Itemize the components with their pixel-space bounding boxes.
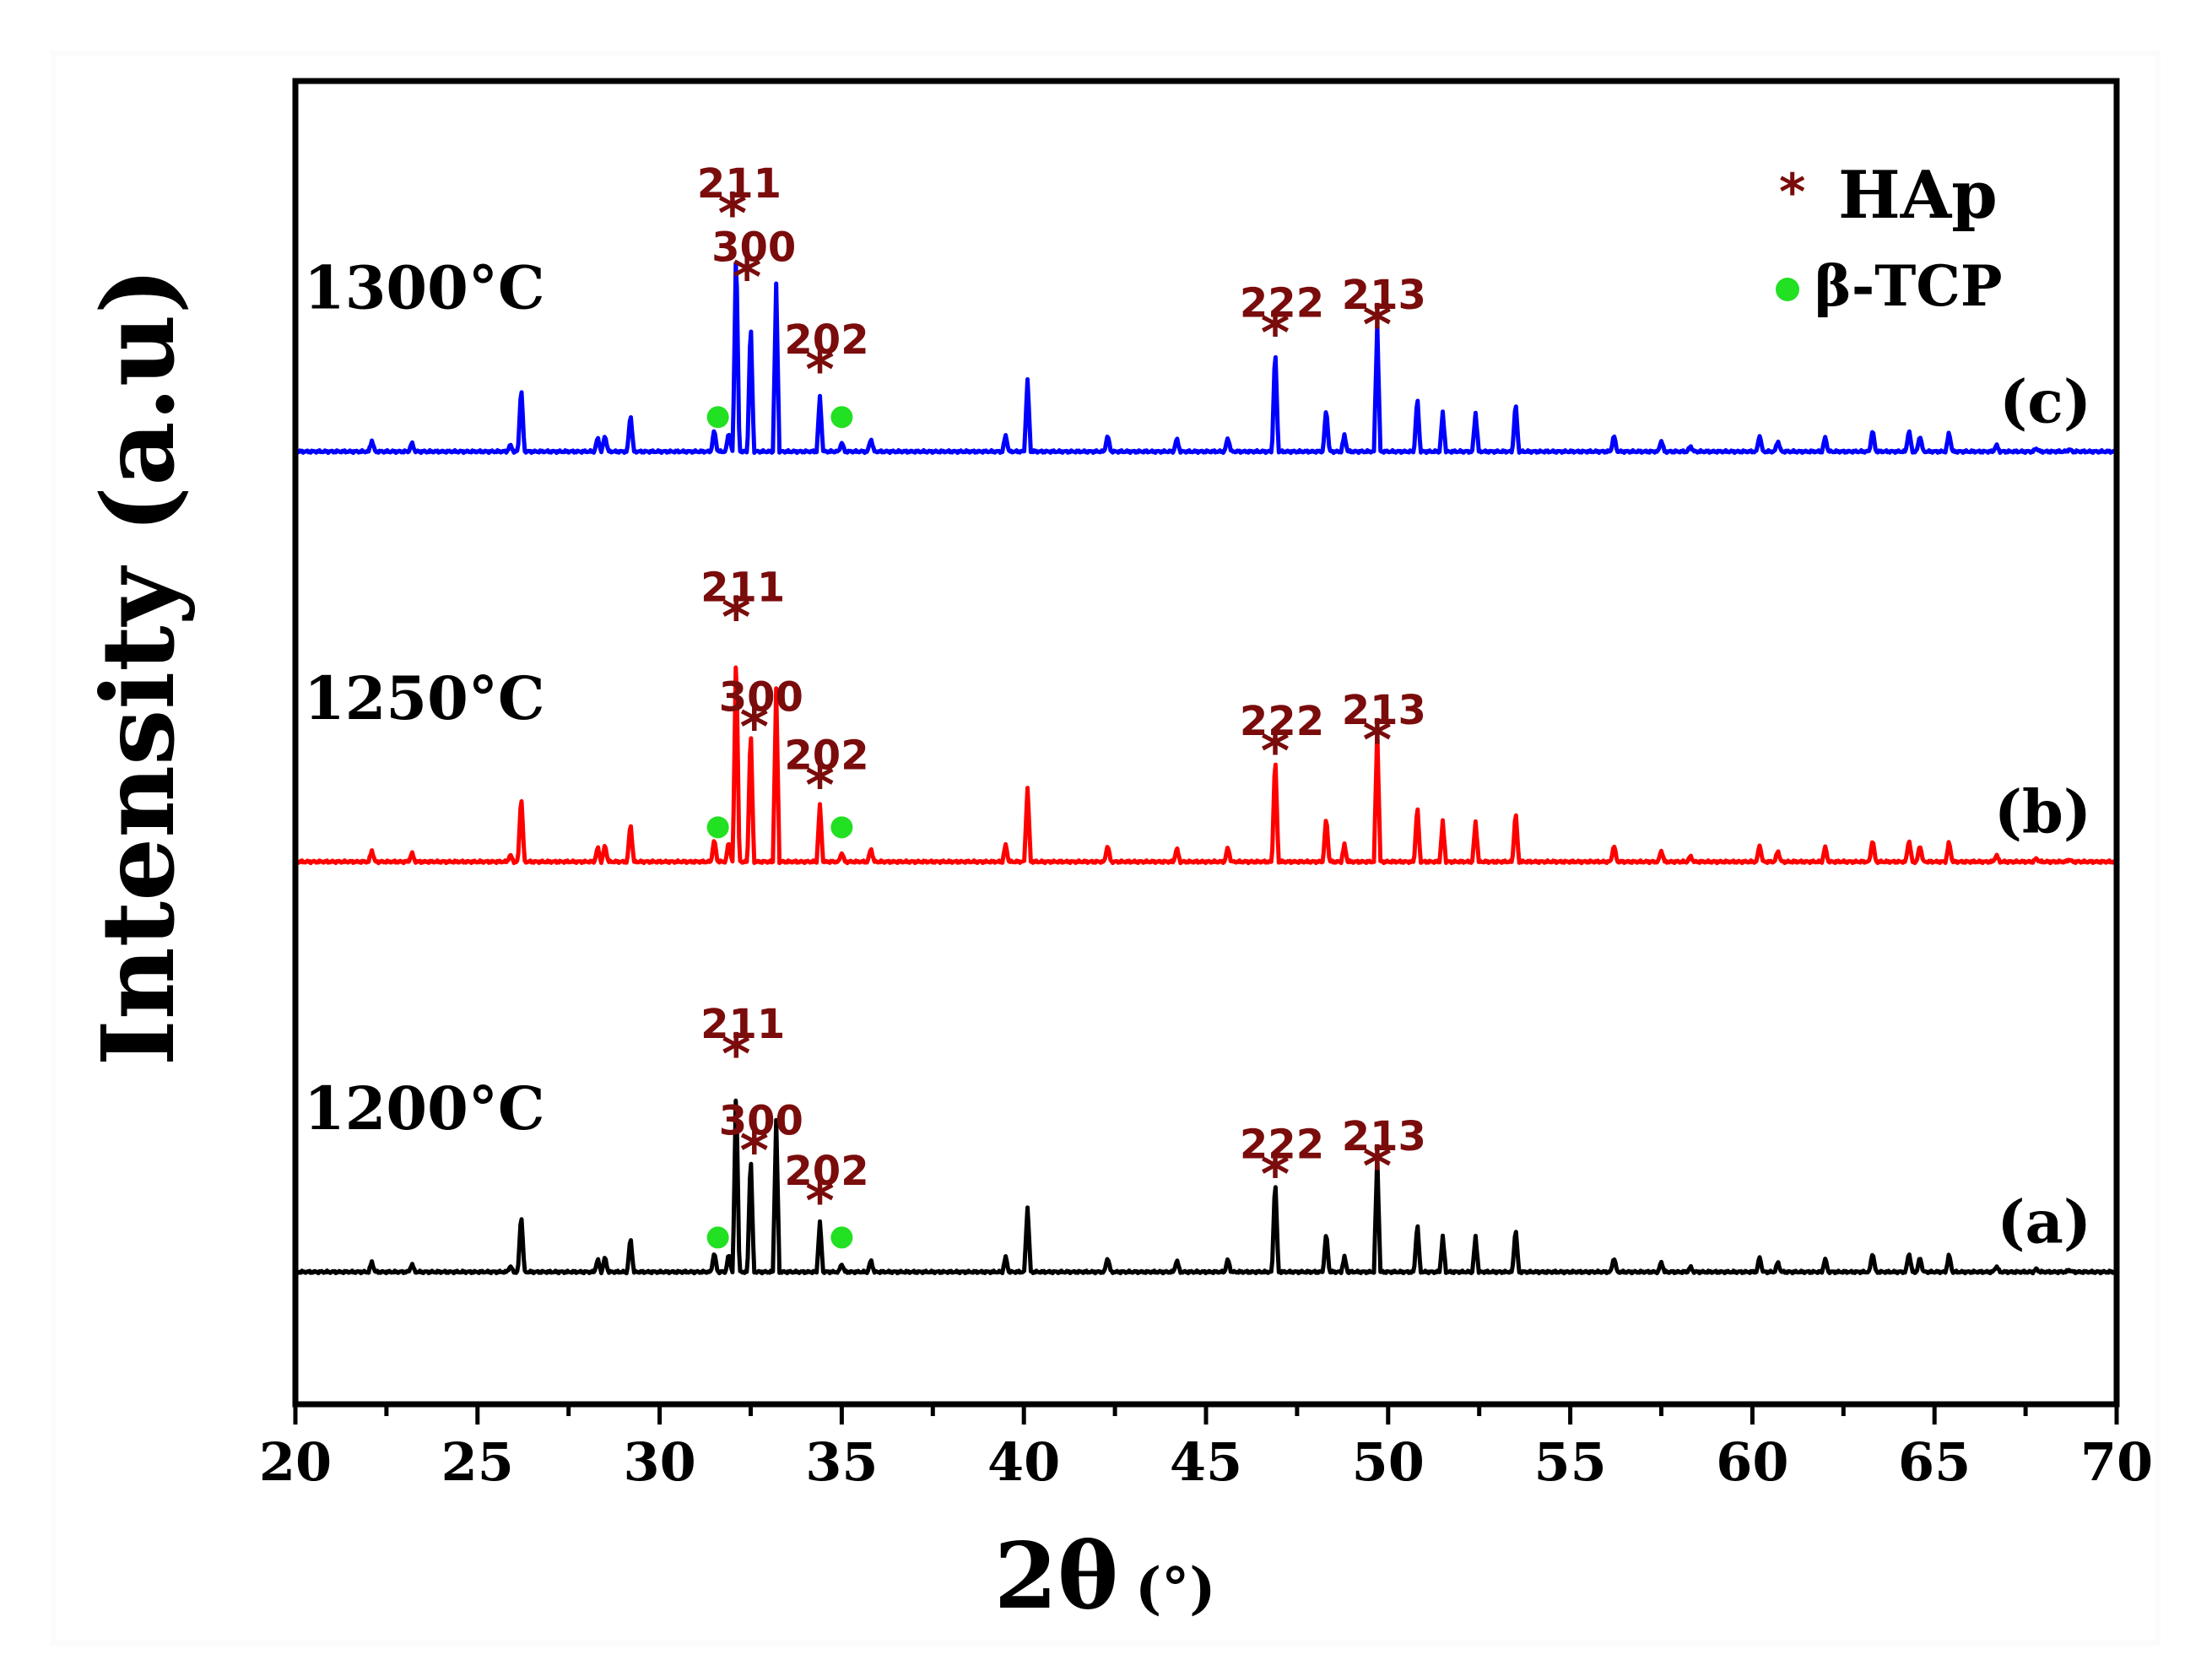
x-tick-label-40: 40 bbox=[987, 1431, 1060, 1493]
x-tick-label-20: 20 bbox=[259, 1431, 332, 1493]
x-axis-unit: (°) bbox=[1135, 1555, 1215, 1621]
trace-b bbox=[294, 665, 2117, 866]
tcp-marker bbox=[706, 406, 729, 429]
tcp-marker bbox=[830, 1226, 853, 1249]
hap-star-marker: * bbox=[805, 338, 835, 403]
x-tick-label-35: 35 bbox=[805, 1431, 878, 1493]
plot-frame bbox=[292, 78, 2120, 1408]
tcp-marker bbox=[830, 816, 853, 839]
hap-star-marker: * bbox=[740, 695, 770, 760]
tcp-marker bbox=[706, 816, 729, 839]
y-axis-label: Intensity (a.u) bbox=[79, 268, 197, 1067]
hkl-label-222: 222 bbox=[1240, 698, 1324, 745]
series-tag: (a) bbox=[1997, 1187, 2091, 1257]
hap-star-marker: * bbox=[733, 245, 762, 310]
hkl-label-211: 211 bbox=[700, 1001, 785, 1048]
hkl-label-202: 202 bbox=[784, 316, 868, 364]
hkl-label-213: 213 bbox=[1342, 687, 1426, 734]
x-tick-label-25: 25 bbox=[441, 1431, 514, 1493]
diffraction-traces bbox=[294, 261, 2118, 1276]
hap-star-marker: * bbox=[722, 1022, 751, 1087]
x-tick-label-65: 65 bbox=[1898, 1431, 1971, 1493]
hkl-label-222: 222 bbox=[1240, 279, 1324, 327]
hap-star-marker: * bbox=[722, 585, 751, 650]
hkl-label-213: 213 bbox=[1342, 1113, 1426, 1160]
temperature-label: 1300°C bbox=[304, 253, 545, 323]
tcp-marker bbox=[830, 406, 853, 429]
legend-tcp-label: β-TCP bbox=[1814, 253, 2003, 319]
trace-a bbox=[294, 1098, 2117, 1276]
hkl-label-300: 300 bbox=[711, 224, 796, 271]
hap-star-marker: * bbox=[1261, 1143, 1290, 1208]
x-tick-label-60: 60 bbox=[1716, 1431, 1788, 1493]
hkl-label-202: 202 bbox=[784, 733, 868, 780]
hkl-label-300: 300 bbox=[719, 674, 803, 722]
x-tick-label-55: 55 bbox=[1533, 1431, 1606, 1493]
legend: * HAp β-TCP bbox=[1776, 157, 2003, 319]
hkl-label-222: 222 bbox=[1240, 1122, 1324, 1169]
hap-star-marker: * bbox=[1261, 719, 1290, 784]
legend-hap-label: HAp bbox=[1838, 157, 1998, 234]
hkl-label-211: 211 bbox=[700, 564, 785, 611]
series-tag: (b) bbox=[1994, 777, 2091, 847]
hkl-label-202: 202 bbox=[784, 1148, 868, 1195]
temperature-label: 1200°C bbox=[304, 1073, 545, 1143]
hkl-label-300: 300 bbox=[719, 1097, 803, 1144]
hap-star-marker: * bbox=[740, 1118, 770, 1183]
temperature-label: 1250°C bbox=[304, 663, 545, 733]
hkl-label-213: 213 bbox=[1342, 272, 1426, 319]
x-tick-label-50: 50 bbox=[1352, 1431, 1425, 1493]
series-tag: (c) bbox=[1999, 367, 2091, 437]
legend-tcp-marker bbox=[1776, 278, 1799, 301]
x-tick-label-45: 45 bbox=[1170, 1431, 1242, 1493]
x-tick-label-70: 70 bbox=[2080, 1431, 2153, 1493]
hap-star-marker: * bbox=[1363, 1134, 1393, 1199]
legend-hap-marker: * bbox=[1779, 163, 1805, 222]
peak-annotations: 1200°C(a)*211*300*202 *222 *2131250°C(b)*2… bbox=[304, 160, 2091, 1257]
hkl-label-211: 211 bbox=[697, 160, 782, 208]
tcp-marker bbox=[706, 1226, 729, 1249]
hap-star-marker: * bbox=[805, 754, 835, 819]
hap-star-marker: * bbox=[718, 181, 748, 246]
trace-c bbox=[294, 261, 2118, 456]
hap-star-marker: * bbox=[1261, 300, 1290, 365]
x-axis-ticks: 20 25 30 35 40 45 50 55 60 65 70 bbox=[259, 1404, 2153, 1493]
hap-star-marker: * bbox=[805, 1169, 835, 1234]
hap-star-marker: * bbox=[1363, 708, 1393, 773]
hap-star-marker: * bbox=[1363, 293, 1393, 358]
x-tick-label-30: 30 bbox=[623, 1431, 695, 1493]
x-axis-label: 2θ bbox=[994, 1523, 1118, 1630]
